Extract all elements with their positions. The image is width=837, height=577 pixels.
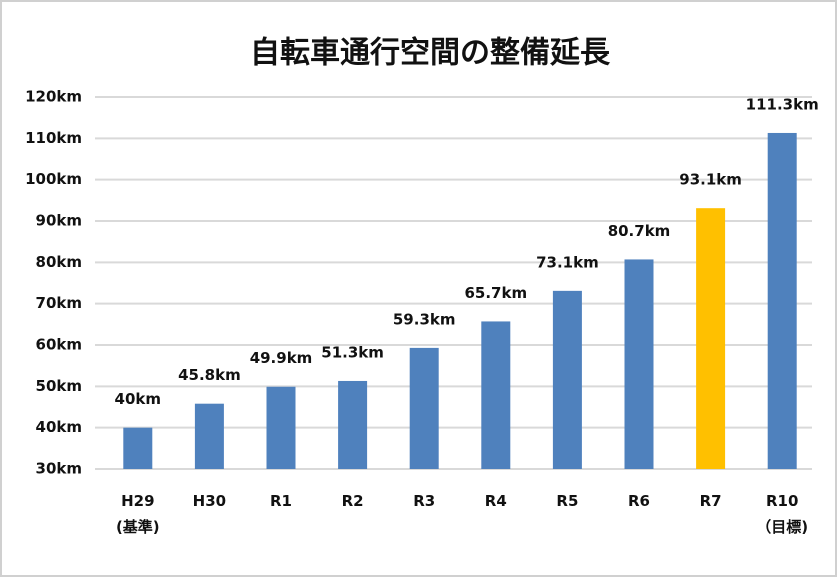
x-tick-label: H30 <box>192 492 227 510</box>
y-tick-label: 70km <box>36 294 82 312</box>
data-label: 80.7km <box>608 222 671 240</box>
y-tick-label: 80km <box>36 253 82 271</box>
bar <box>194 403 224 469</box>
x-tick-label: R2 <box>341 492 364 510</box>
data-label: 45.8km <box>178 366 241 384</box>
bar <box>409 347 439 469</box>
bar <box>338 380 368 469</box>
data-label: 51.3km <box>321 343 384 361</box>
y-tick-label: 100km <box>25 170 82 188</box>
x-tick-label: R4 <box>484 492 507 510</box>
x-tick-label: R3 <box>413 492 436 510</box>
y-tick-label: 60km <box>36 336 82 354</box>
bar <box>266 386 296 469</box>
y-tick-label: 50km <box>36 377 82 395</box>
y-tick-label: 90km <box>36 212 82 230</box>
data-label: 59.3km <box>393 310 456 328</box>
data-label: 49.9km <box>250 349 313 367</box>
data-label: 65.7km <box>464 284 527 302</box>
x-tick-label: R1 <box>270 492 292 510</box>
data-label: 111.3km <box>746 95 819 113</box>
x-tick-label: R5 <box>556 492 579 510</box>
data-label: 73.1km <box>536 253 599 271</box>
bar <box>123 427 153 469</box>
chart-title: 自転車通行空間の整備延長 <box>250 36 611 71</box>
x-tick-label: H29 (基準) <box>115 492 160 536</box>
bar <box>552 290 582 469</box>
x-tick-label: R10 （目標) <box>756 492 809 536</box>
bar <box>624 259 654 469</box>
y-tick-label: 30km <box>36 460 82 478</box>
bar <box>696 208 726 470</box>
data-label: 40km <box>115 390 161 408</box>
data-label: 93.1km <box>679 171 742 189</box>
x-tick-label: R7 <box>699 492 722 510</box>
bar <box>481 321 511 469</box>
y-tick-label: 110km <box>25 129 82 147</box>
x-tick-label: R6 <box>628 492 650 510</box>
y-tick-label: 40km <box>36 418 82 436</box>
bar <box>767 132 797 469</box>
y-tick-label: 120km <box>25 88 82 106</box>
